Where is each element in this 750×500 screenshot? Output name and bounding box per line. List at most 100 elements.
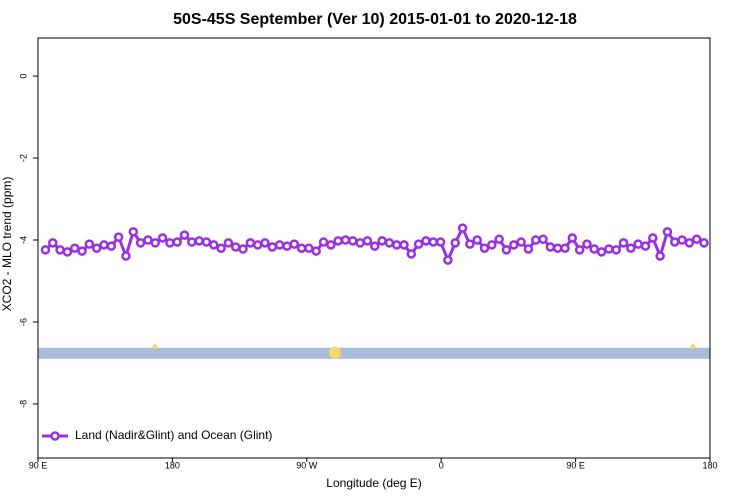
data-point: [99, 240, 109, 250]
data-point: [428, 237, 439, 247]
data-point: [304, 243, 314, 253]
data-point: [596, 247, 607, 257]
data-point: [362, 236, 373, 246]
data-point: [165, 238, 175, 248]
data-point: [282, 241, 292, 251]
data-point: [274, 240, 285, 250]
data-point: [538, 234, 548, 244]
data-point: [399, 240, 409, 250]
data-point: [560, 243, 570, 253]
data-point: [487, 240, 497, 250]
data-point: [55, 245, 65, 255]
data-point: [40, 245, 51, 255]
data-point: [626, 243, 636, 253]
data-point: [289, 239, 300, 249]
data-point: [216, 243, 226, 253]
data-point: [494, 234, 504, 244]
data-point: [472, 235, 482, 245]
data-point: [450, 238, 460, 248]
data-point: [677, 235, 687, 245]
data-point: [501, 245, 512, 255]
data-point: [699, 238, 709, 248]
data-point: [326, 240, 336, 250]
data-point: [530, 235, 541, 245]
data-point: [318, 237, 329, 247]
data-point: [377, 236, 387, 246]
data-point: [443, 255, 453, 265]
data-point: [574, 245, 585, 255]
data-point: [552, 243, 563, 253]
data-point: [582, 239, 592, 249]
data-point: [311, 246, 321, 256]
data-point: [194, 236, 204, 246]
y-tick-label: -4: [18, 236, 28, 244]
data-point: [691, 234, 702, 244]
data-point: [684, 238, 695, 248]
x-tick-label: 90 E: [29, 460, 48, 470]
data-point: [523, 244, 534, 254]
data-point: [260, 238, 270, 248]
data-point: [296, 243, 307, 253]
data-point: [128, 227, 139, 237]
data-point: [106, 241, 117, 251]
data-point: [479, 243, 490, 253]
highlight-point: [329, 346, 342, 359]
data-point: [369, 241, 380, 251]
data-point: [172, 237, 182, 247]
data-point: [48, 238, 58, 248]
data-point: [413, 239, 424, 249]
data-point: [384, 238, 395, 248]
data-point: [589, 244, 600, 254]
data-point: [84, 239, 95, 249]
data-point: [355, 238, 365, 248]
ocean-band: [38, 347, 710, 359]
data-point: [509, 240, 519, 250]
y-tick-label: -6: [18, 318, 28, 326]
data-point: [406, 249, 417, 259]
data-point: [150, 238, 160, 248]
data-point: [516, 237, 526, 247]
data-point: [135, 238, 146, 248]
data-point: [77, 246, 87, 256]
data-point: [648, 233, 658, 243]
data-point: [252, 240, 263, 250]
x-tick-label: 0: [439, 460, 444, 470]
y-tick-label: 0: [18, 74, 28, 79]
x-tick-label: 180: [165, 460, 180, 470]
highlight-point: [152, 344, 158, 350]
data-point: [223, 238, 234, 248]
data-point: [157, 233, 168, 243]
legend-marker: [50, 431, 60, 441]
data-point: [91, 243, 102, 253]
data-point: [435, 237, 446, 247]
data-point: [545, 242, 556, 252]
data-point: [655, 251, 665, 261]
data-point: [69, 243, 80, 253]
x-tick-label: 180: [702, 460, 717, 470]
highlight-point: [690, 344, 696, 350]
data-point: [230, 242, 241, 252]
data-point: [121, 251, 131, 261]
x-axis-label: Longitude (deg E): [326, 476, 421, 490]
x-tick-label: 90 W: [296, 460, 318, 470]
data-point: [340, 235, 351, 245]
data-point: [179, 230, 190, 240]
chart-title: 50S-45S September (Ver 10) 2015-01-01 to…: [173, 11, 577, 28]
data-point: [333, 236, 343, 246]
data-point: [62, 247, 73, 257]
data-point: [670, 237, 680, 247]
data-point: [457, 223, 468, 233]
data-point: [662, 227, 673, 237]
x-tick-label: 90 E: [566, 460, 585, 470]
data-point: [618, 238, 629, 248]
data-point: [245, 238, 256, 248]
data-point: [348, 236, 358, 246]
data-point: [143, 235, 153, 245]
data-point: [187, 237, 197, 247]
y-tick-label: -2: [18, 154, 28, 162]
data-point: [209, 240, 219, 250]
data-point: [201, 237, 212, 247]
data-point: [421, 236, 431, 246]
data-point: [633, 239, 643, 249]
